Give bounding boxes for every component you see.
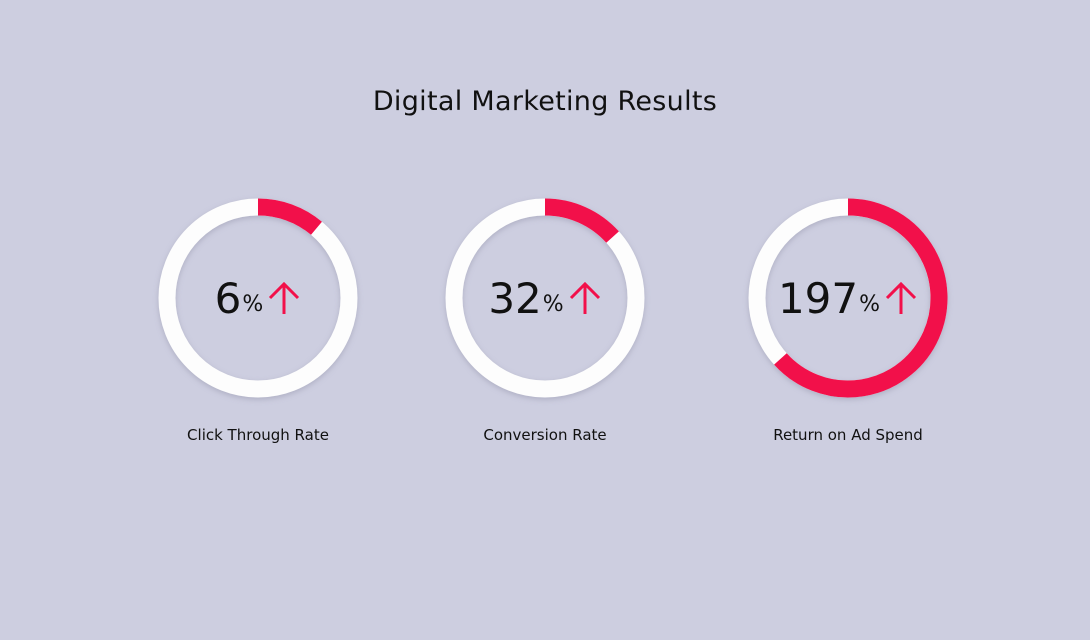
ring-arc bbox=[257, 198, 322, 236]
metric-label: Click Through Rate bbox=[187, 426, 329, 444]
up-arrow bbox=[269, 281, 300, 314]
metric-value: 197 bbox=[777, 273, 859, 323]
ring bbox=[158, 198, 358, 398]
up-arrow bbox=[885, 281, 917, 314]
metric-label: Conversion Rate bbox=[483, 426, 607, 444]
ring-arc bbox=[544, 198, 619, 243]
value-group: 6 % bbox=[148, 188, 368, 408]
ring bbox=[445, 198, 645, 398]
title: Digital Marketing Results bbox=[372, 86, 718, 117]
metric-value: 32 bbox=[488, 273, 542, 323]
ring bbox=[748, 198, 948, 398]
metric-unit: % bbox=[242, 291, 264, 317]
metric-card: 6 % Click Through Rate bbox=[138, 188, 378, 458]
metric-card: 32 % Conversion Rate bbox=[425, 188, 665, 458]
metric-unit: % bbox=[542, 291, 564, 317]
metric-label: Return on Ad Spend bbox=[773, 426, 923, 444]
value-group: 32 % bbox=[435, 188, 655, 408]
metric-value: 6 bbox=[214, 273, 242, 323]
ring-arc bbox=[774, 198, 948, 398]
metric-card: 197 % Return on Ad Spend bbox=[728, 188, 968, 458]
value-group: 197 % bbox=[738, 188, 958, 408]
metric-unit: % bbox=[859, 291, 881, 317]
up-arrow bbox=[569, 281, 600, 314]
